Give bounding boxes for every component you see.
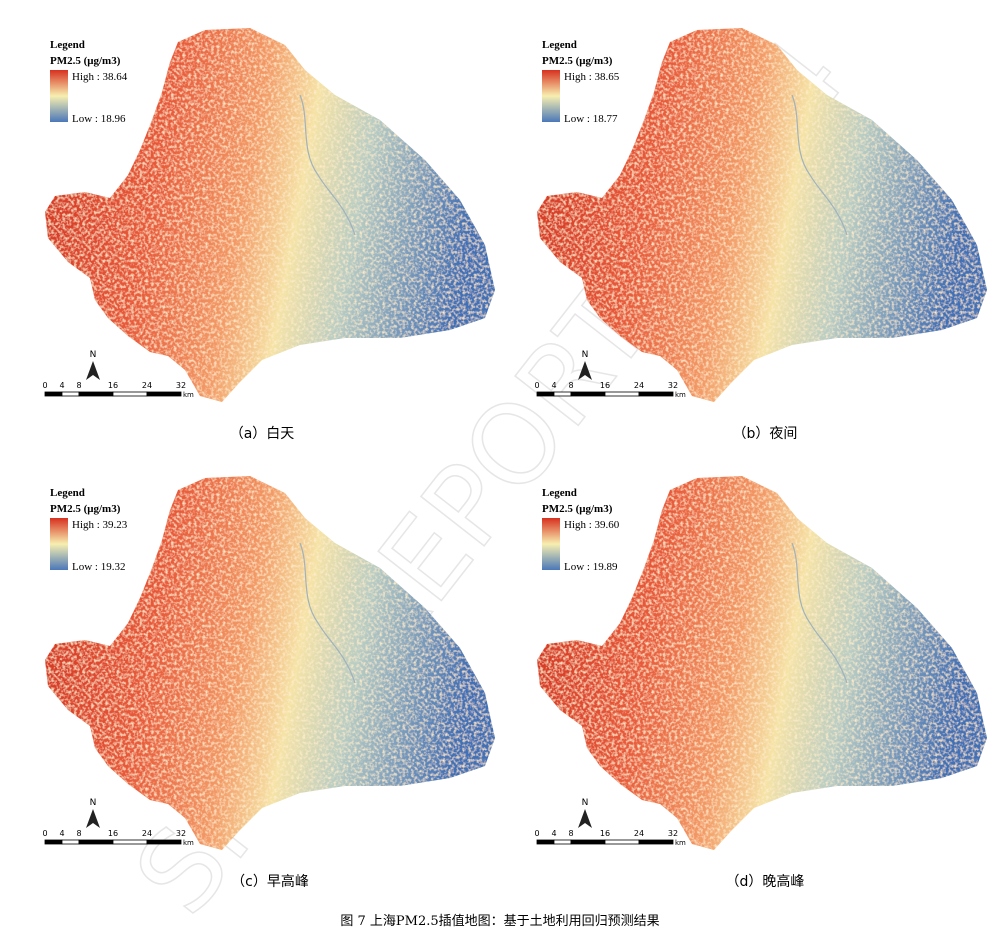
legend-variable: PM2.5 (μg/m3) — [50, 503, 121, 515]
scale-label: 24 — [634, 829, 644, 838]
panel-caption: （a）白天 — [230, 426, 295, 442]
scale-unit: km — [675, 839, 686, 847]
scale-segment — [638, 839, 674, 845]
map-region — [45, 476, 495, 850]
panel-caption: （d）晚高峰 — [726, 873, 805, 890]
legend-title: Legend — [50, 487, 85, 499]
scale-segment — [604, 391, 640, 397]
north-label: N — [582, 350, 589, 360]
scale-segment — [112, 839, 148, 845]
legend-title: Legend — [542, 487, 577, 499]
scale-label: 32 — [668, 381, 678, 390]
scale-unit: km — [675, 391, 686, 399]
panel-caption: （c）早高峰 — [231, 873, 309, 890]
scale-label: 24 — [142, 381, 152, 390]
river — [299, 94, 356, 236]
scale-label: 0 — [534, 381, 539, 390]
legend-ramp — [542, 518, 560, 570]
scale-segment — [78, 391, 114, 397]
map-region — [45, 28, 495, 402]
scale-label: 32 — [176, 381, 186, 390]
scale-label: 24 — [142, 829, 152, 838]
legend-low: Low : 19.32 — [72, 561, 125, 573]
river — [299, 542, 356, 684]
scale-segment — [536, 839, 555, 845]
legend-low: Low : 18.77 — [564, 113, 618, 125]
scale-label: 0 — [42, 381, 47, 390]
legend-high: High : 39.60 — [564, 519, 620, 531]
legend-variable: PM2.5 (μg/m3) — [50, 55, 121, 67]
panel-caption: （b）夜间 — [733, 426, 798, 442]
legend-high: High : 38.65 — [564, 71, 620, 83]
scale-segment — [638, 391, 674, 397]
legend-high: High : 39.23 — [72, 519, 128, 531]
legend-title: Legend — [50, 39, 85, 51]
map-panel: Legend PM2.5 (μg/m3) High : 39.23 Low : 19.… — [42, 476, 495, 850]
legend-low: Low : 18.96 — [72, 113, 126, 125]
scale-label: 4 — [551, 381, 556, 390]
north-arrow — [86, 809, 100, 828]
map-region — [537, 28, 987, 402]
scale-label: 24 — [634, 381, 644, 390]
scale-segment — [553, 839, 572, 845]
north-arrow — [86, 361, 100, 380]
scale-label: 16 — [108, 829, 118, 838]
scale-segment — [61, 391, 80, 397]
scale-segment — [146, 391, 182, 397]
scale-label: 8 — [76, 381, 81, 390]
scale-label: 0 — [42, 829, 47, 838]
scale-segment — [44, 839, 63, 845]
scale-segment — [553, 391, 572, 397]
scale-label: 8 — [568, 829, 573, 838]
scale-label: 0 — [534, 829, 539, 838]
legend-ramp — [542, 70, 560, 122]
scale-unit: km — [183, 839, 194, 847]
scale-label: 16 — [108, 381, 118, 390]
scale-segment — [44, 391, 63, 397]
scale-label: 16 — [600, 381, 610, 390]
scale-label: 16 — [600, 829, 610, 838]
legend-variable: PM2.5 (μg/m3) — [542, 503, 613, 515]
map-panel: Legend PM2.5 (μg/m3) High : 38.64 Low : 18.… — [42, 28, 495, 402]
legend-title: Legend — [542, 39, 577, 51]
map-panel: Legend PM2.5 (μg/m3) High : 38.65 Low : 18.… — [534, 28, 987, 402]
north-label: N — [90, 350, 97, 360]
scale-label: 8 — [76, 829, 81, 838]
scale-label: 32 — [176, 829, 186, 838]
scale-segment — [536, 391, 555, 397]
scale-unit: km — [183, 391, 194, 399]
north-label: N — [582, 798, 589, 808]
map-region — [537, 476, 987, 850]
river — [791, 542, 848, 684]
legend-high: High : 38.64 — [72, 71, 128, 83]
scale-label: 8 — [568, 381, 573, 390]
north-arrow — [578, 361, 592, 380]
scale-segment — [570, 839, 606, 845]
legend-ramp — [50, 518, 68, 570]
scale-segment — [604, 839, 640, 845]
scale-label: 32 — [668, 829, 678, 838]
legend-variable: PM2.5 (μg/m3) — [542, 55, 613, 67]
north-label: N — [90, 798, 97, 808]
figure-caption: 图 7 上海PM2.5插值地图：基于土地利用回归预测结果 — [340, 913, 659, 929]
scale-segment — [61, 839, 80, 845]
scale-segment — [78, 839, 114, 845]
scale-segment — [146, 839, 182, 845]
river — [791, 94, 848, 236]
scale-label: 4 — [551, 829, 556, 838]
scale-segment — [570, 391, 606, 397]
map-panel: Legend PM2.5 (μg/m3) High : 39.60 Low : 19.… — [534, 476, 987, 850]
scale-label: 4 — [59, 829, 64, 838]
legend-ramp — [50, 70, 68, 122]
scale-label: 4 — [59, 381, 64, 390]
scale-segment — [112, 391, 148, 397]
legend-low: Low : 19.89 — [564, 561, 618, 573]
north-arrow — [578, 809, 592, 828]
